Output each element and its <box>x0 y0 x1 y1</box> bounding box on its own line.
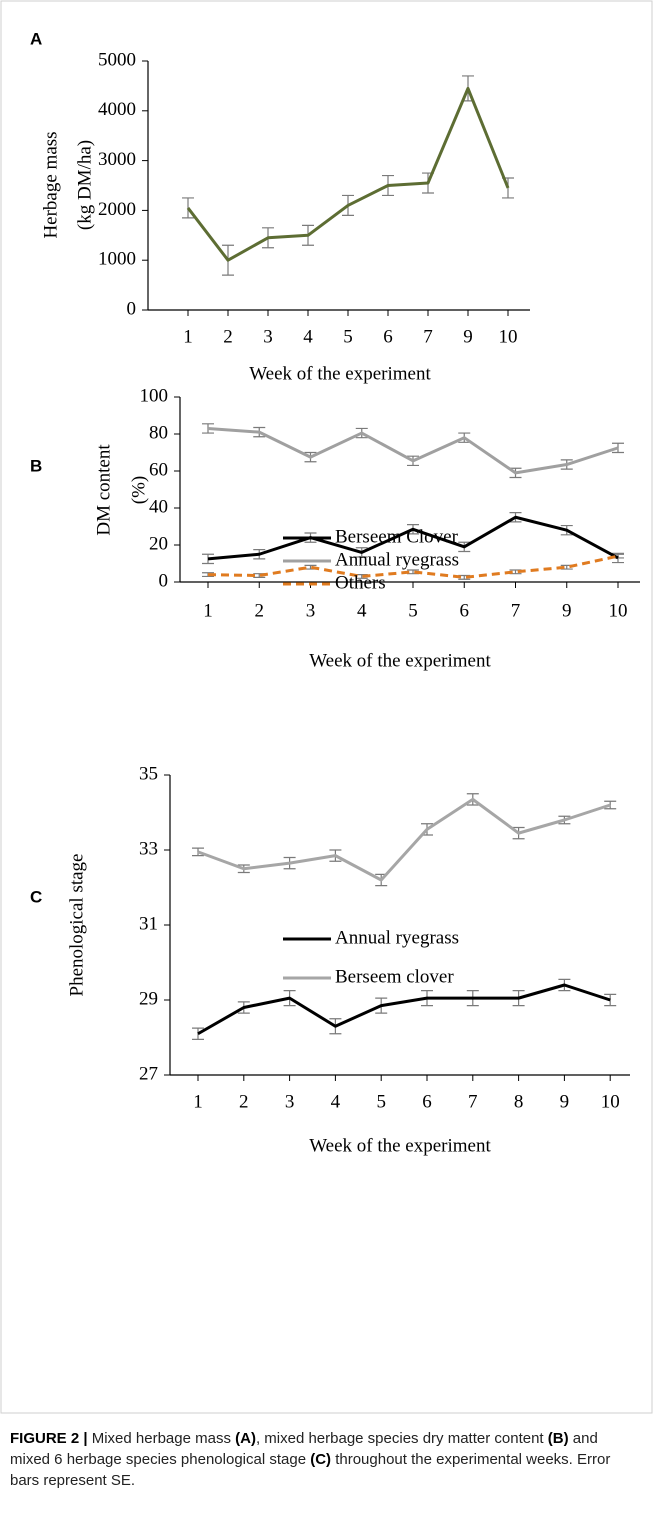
x-tick-label: 5 <box>408 600 418 621</box>
series-line <box>186 86 510 262</box>
error-bar <box>604 993 617 1007</box>
y-tick-label: 29 <box>139 988 158 1009</box>
x-tick-label: 4 <box>357 600 367 621</box>
x-tick-label: 2 <box>255 600 265 621</box>
x-tick-label: 10 <box>609 600 628 621</box>
x-tick-label: 4 <box>303 326 313 347</box>
x-tick-label: 4 <box>331 1091 341 1112</box>
legend-label: Others <box>335 572 386 593</box>
x-tick-label: 9 <box>560 1091 570 1112</box>
x-axis-label: Week of the experiment <box>249 363 431 384</box>
y-tick-label: 3000 <box>98 149 136 170</box>
y-tick-label: 0 <box>127 298 137 319</box>
caption: FIGURE 2 | Mixed herbage mass (A), mixed… <box>10 1428 640 1491</box>
x-tick-label: 1 <box>193 1091 203 1112</box>
x-axis-label: Week of the experiment <box>309 1135 491 1156</box>
caption-bold: (B) <box>547 1430 569 1447</box>
figure-border <box>0 0 653 1414</box>
y-axis-label: (kg DM/ha) <box>74 140 95 230</box>
x-tick-label: 7 <box>468 1091 478 1112</box>
x-axis-label: Week of the experiment <box>309 650 491 671</box>
x-tick-label: 5 <box>343 326 353 347</box>
x-tick-label: 1 <box>183 326 193 347</box>
x-tick-label: 5 <box>376 1091 386 1112</box>
error-bar <box>192 1027 204 1040</box>
x-tick-label: 6 <box>383 326 393 347</box>
x-tick-label: 7 <box>423 326 433 347</box>
legend-label: Berseem Clover <box>335 526 459 547</box>
legend-label: Annual ryegrass <box>335 549 459 570</box>
y-tick-label: 60 <box>149 459 168 480</box>
legend-label: Berseem clover <box>335 966 454 987</box>
caption-text: Mixed herbage mass <box>87 1430 236 1447</box>
x-tick-label: 10 <box>499 326 518 347</box>
caption-bold: FIGURE 2 | <box>10 1430 88 1447</box>
y-tick-label: 27 <box>139 1063 158 1084</box>
y-axis-label: Herbage mass <box>40 131 61 238</box>
y-axis-label: Phenological stage <box>66 854 87 997</box>
y-axis-label: (%) <box>128 476 149 504</box>
panel-label: B <box>30 456 42 475</box>
x-tick-label: 10 <box>601 1091 620 1112</box>
y-tick-label: 2000 <box>98 199 136 220</box>
y-tick-label: 0 <box>159 570 169 591</box>
x-tick-label: 2 <box>223 326 233 347</box>
y-tick-label: 35 <box>139 763 158 784</box>
y-tick-label: 20 <box>149 533 168 554</box>
x-tick-label: 8 <box>514 1091 524 1112</box>
y-tick-label: 40 <box>149 496 168 517</box>
series-line <box>207 426 619 475</box>
caption-bold: (C) <box>310 1451 332 1468</box>
x-tick-label: 9 <box>562 600 572 621</box>
x-tick-label: 3 <box>263 326 273 347</box>
caption-bold: (A) <box>235 1430 256 1447</box>
legend-label: Annual ryegrass <box>335 927 459 948</box>
series-line <box>197 797 611 882</box>
x-tick-label: 9 <box>463 326 473 347</box>
y-axis-label: DM content <box>93 444 114 536</box>
caption-text: and mixed 6 herbage species phenological… <box>10 1430 598 1468</box>
panel-label: A <box>30 29 42 48</box>
y-tick-label: 31 <box>139 913 158 934</box>
caption-text: throughout the experimental weeks. Error… <box>10 1451 611 1489</box>
y-tick-label: 1000 <box>98 249 136 270</box>
caption-text: , mixed herbage species dry matter conte… <box>255 1430 548 1447</box>
series-line <box>207 515 619 561</box>
y-tick-label: 80 <box>149 422 168 443</box>
y-tick-label: 33 <box>139 838 158 859</box>
series-line <box>197 983 611 1036</box>
x-tick-label: 1 <box>203 600 213 621</box>
y-tick-label: 5000 <box>98 49 136 70</box>
x-tick-label: 3 <box>306 600 316 621</box>
x-tick-label: 7 <box>511 600 521 621</box>
y-tick-label: 4000 <box>98 99 136 120</box>
x-tick-label: 2 <box>239 1091 249 1112</box>
x-tick-label: 6 <box>460 600 470 621</box>
x-tick-label: 6 <box>422 1091 432 1112</box>
x-tick-label: 3 <box>285 1091 295 1112</box>
series-line <box>207 554 619 579</box>
panel-label: C <box>30 887 42 906</box>
y-tick-label: 100 <box>140 385 169 406</box>
